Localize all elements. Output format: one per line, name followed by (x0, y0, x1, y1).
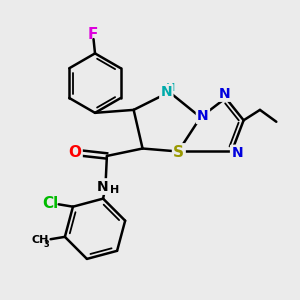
Text: Cl: Cl (43, 196, 59, 211)
Text: S: S (173, 145, 184, 160)
Text: N: N (218, 86, 230, 100)
Text: H: H (110, 185, 119, 195)
Text: F: F (87, 27, 98, 42)
Text: H: H (166, 82, 176, 93)
Text: N: N (231, 146, 243, 160)
Text: N: N (160, 85, 172, 99)
Text: N: N (197, 109, 209, 123)
Text: O: O (68, 145, 81, 160)
Text: 3: 3 (44, 240, 50, 249)
Text: N: N (97, 180, 108, 194)
Text: CH: CH (31, 235, 49, 245)
